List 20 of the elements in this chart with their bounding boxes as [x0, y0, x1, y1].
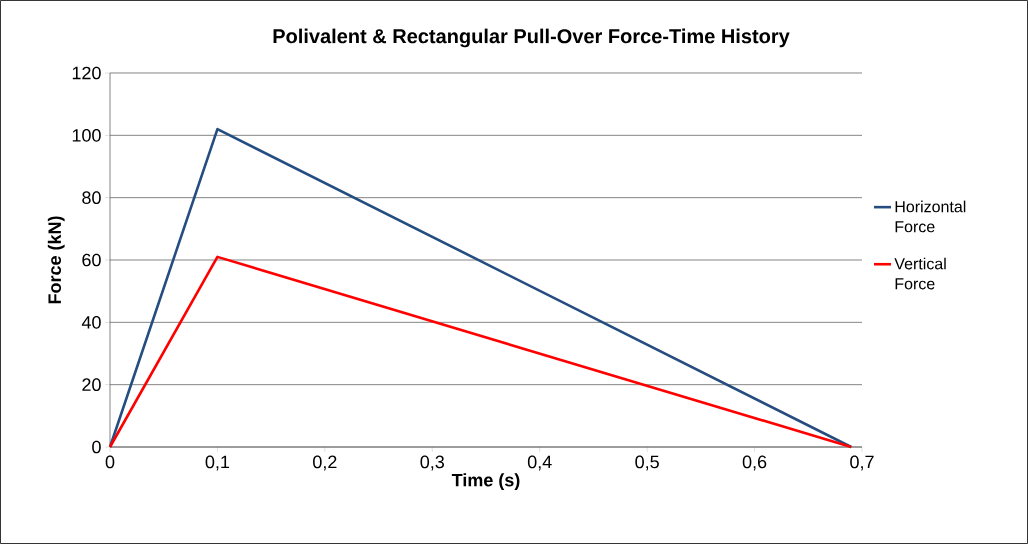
x-tick-label: 0,7	[850, 455, 874, 471]
legend-label: Vertical Force	[894, 257, 946, 290]
x-tick-label: 0,5	[635, 455, 659, 471]
chart-title: Polivalent & Rectangular Pull-Over Force-Time History	[273, 28, 790, 48]
x-axis-title: Time (s)	[451, 473, 520, 491]
y-tick-label: 120	[72, 66, 101, 80]
y-tick-label: 60	[82, 253, 101, 267]
x-tick-label: 0,3	[420, 455, 445, 471]
y-tick-label: 80	[82, 191, 101, 205]
y-tick-label: 100	[72, 128, 101, 142]
x-tick-label: 0,2	[313, 455, 337, 471]
x-tick-label: 0	[105, 455, 115, 469]
y-tick-label: 0	[92, 440, 101, 454]
legend-label: Horizontal Force	[895, 200, 966, 233]
x-tick-label: 0,6	[742, 455, 767, 471]
y-axis-title: Force (kN)	[47, 216, 65, 304]
y-tick-label: 20	[82, 378, 101, 392]
x-tick-label: 0,1	[205, 455, 230, 471]
y-tick-label: 40	[81, 315, 101, 329]
x-tick-label: 0,4	[527, 455, 552, 471]
